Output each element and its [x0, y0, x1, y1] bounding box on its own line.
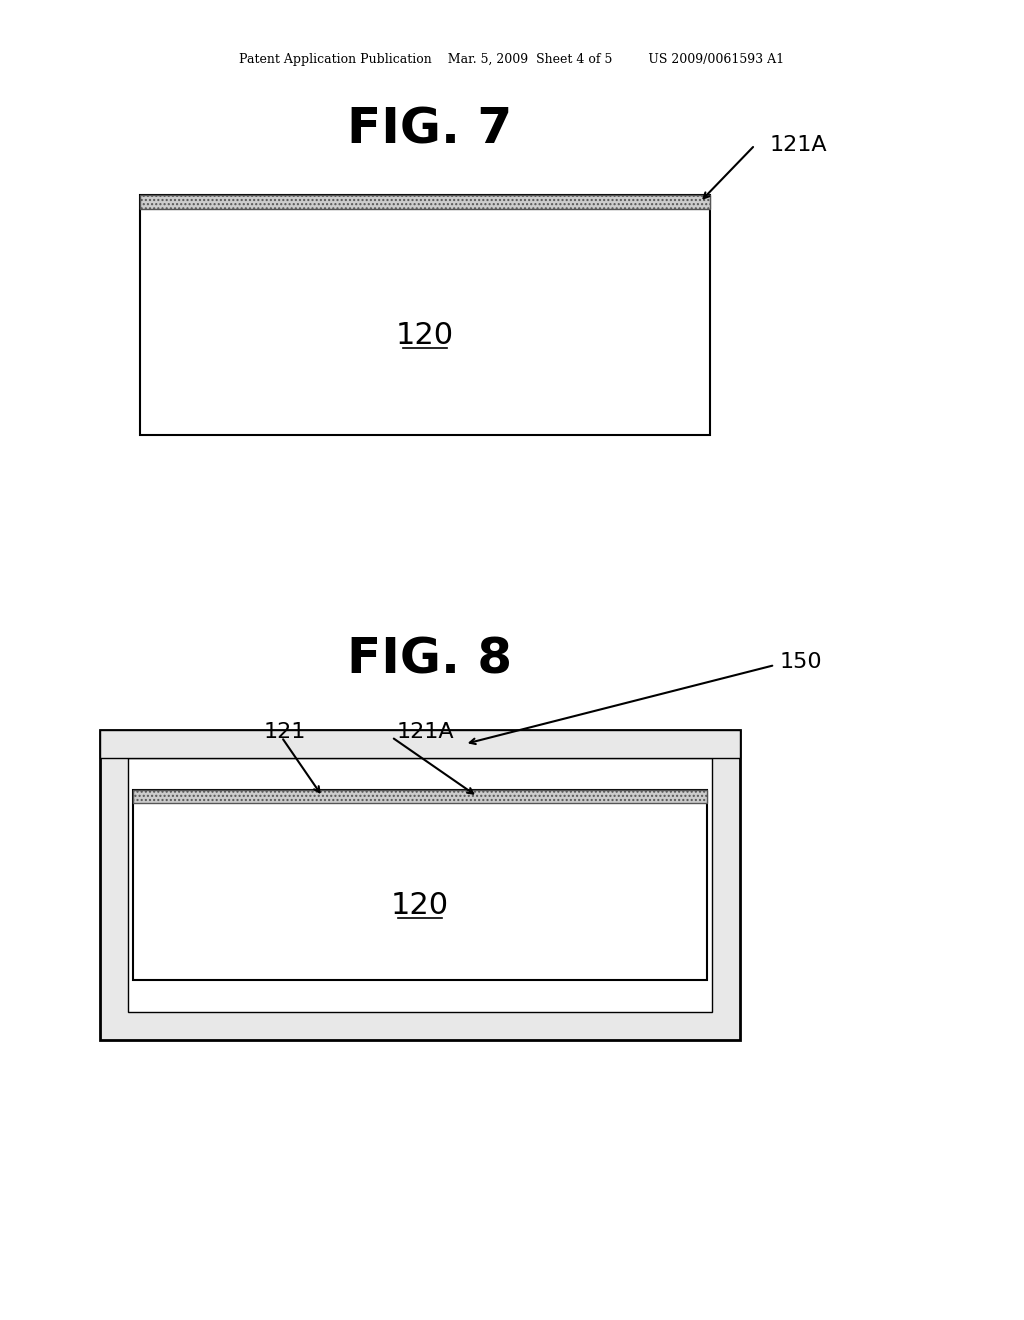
FancyBboxPatch shape — [140, 195, 710, 209]
FancyBboxPatch shape — [133, 789, 707, 979]
Text: 150: 150 — [780, 652, 822, 672]
FancyBboxPatch shape — [128, 758, 712, 1012]
FancyBboxPatch shape — [140, 195, 710, 436]
Text: Patent Application Publication    Mar. 5, 2009  Sheet 4 of 5         US 2009/006: Patent Application Publication Mar. 5, 2… — [240, 54, 784, 66]
Text: 121A: 121A — [770, 135, 827, 154]
Text: 121A: 121A — [396, 722, 454, 742]
Text: 121: 121 — [263, 722, 306, 742]
Text: 120: 120 — [391, 891, 450, 920]
Text: FIG. 8: FIG. 8 — [347, 636, 513, 684]
FancyBboxPatch shape — [100, 730, 740, 1040]
Text: 120: 120 — [396, 321, 454, 350]
FancyBboxPatch shape — [100, 730, 740, 758]
Text: FIG. 7: FIG. 7 — [347, 106, 513, 154]
FancyBboxPatch shape — [133, 789, 707, 803]
